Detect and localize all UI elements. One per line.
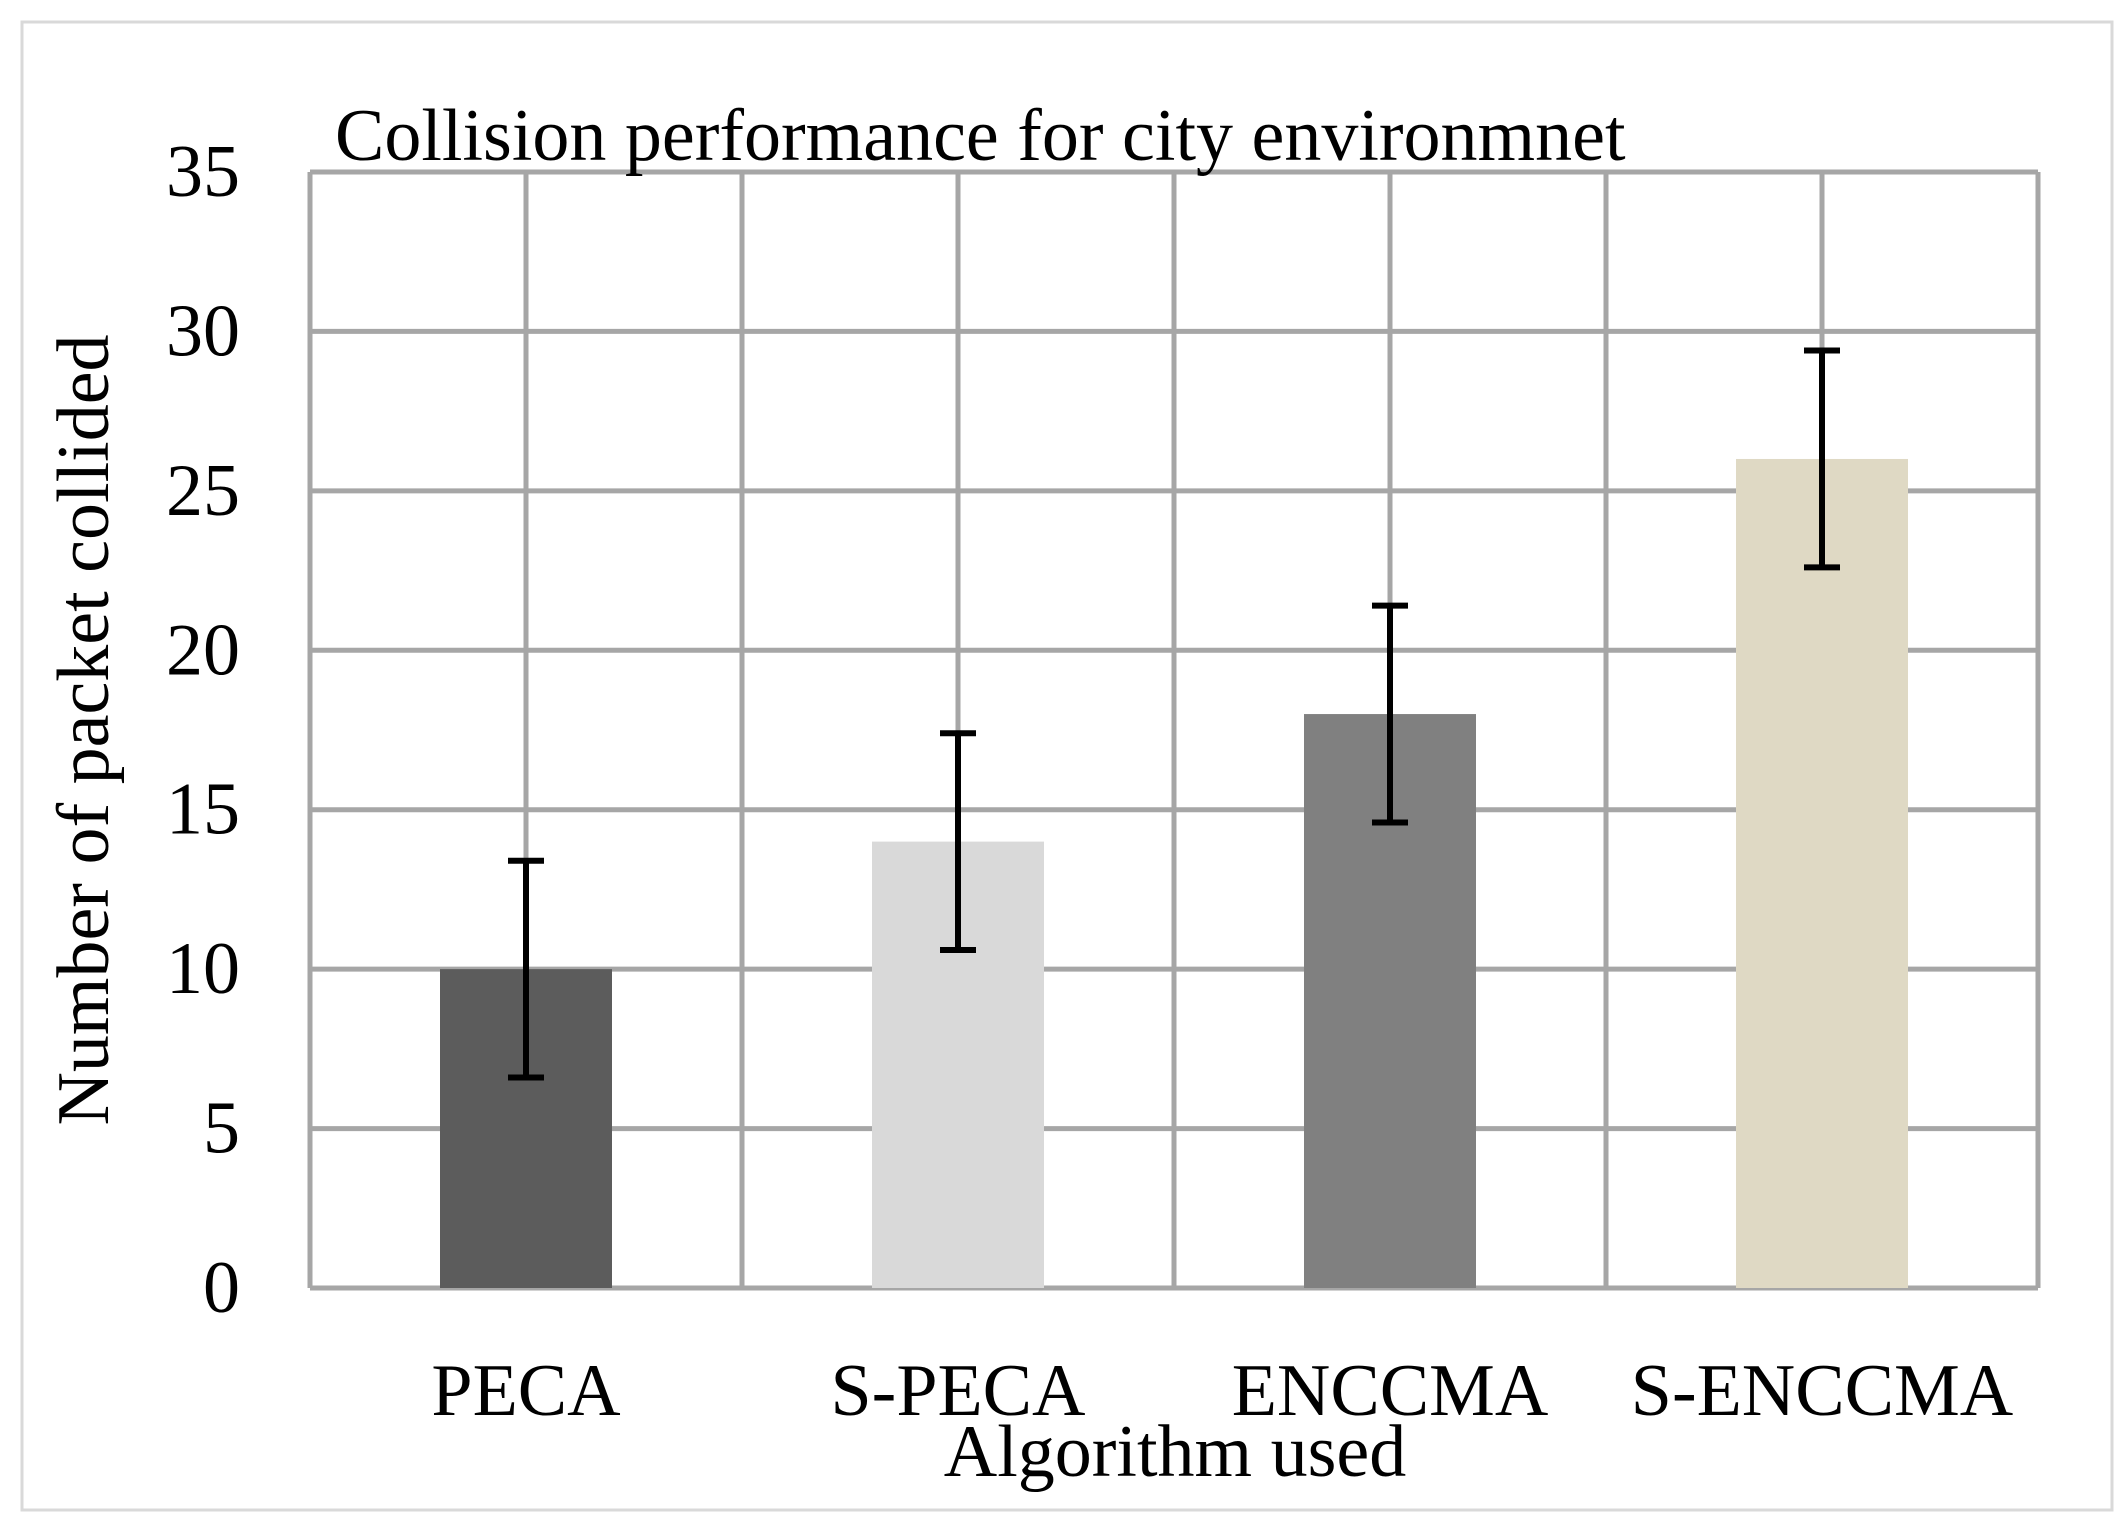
x-tick-label: ENCCMA [1232, 1350, 1549, 1432]
y-tick-label: 10 [166, 928, 240, 1010]
error-bar-s-enccma [1804, 347, 1840, 571]
error-bar-enccma [1372, 602, 1408, 826]
error-bar-s-peca [940, 730, 976, 954]
y-tick-label: 30 [166, 290, 240, 372]
x-tick-label: PECA [431, 1350, 620, 1432]
error-bar-peca [508, 857, 544, 1081]
x-tick-label: S-ENCCMA [1631, 1350, 2013, 1432]
chart-title: Collision performance for city environmn… [335, 95, 1626, 177]
y-tick-label: 0 [203, 1247, 240, 1329]
y-tick-label: 5 [203, 1088, 240, 1170]
y-tick-label: 35 [166, 131, 240, 213]
y-tick-label: 25 [166, 450, 240, 532]
x-tick-label: S-PECA [831, 1350, 1086, 1432]
bars [440, 458, 1908, 1288]
x-tick-labels: PECA S-PECA ENCCMA S-ENCCMA [431, 1350, 2013, 1432]
y-tick-labels: 0 5 10 15 20 25 30 35 [166, 131, 240, 1329]
y-tick-label: 20 [166, 609, 240, 691]
x-axis-label: Algorithm used [944, 1411, 1406, 1493]
y-axis-label: Number of packet collided [43, 334, 125, 1125]
error-bars [508, 347, 1840, 1081]
bar-s-enccma [1736, 458, 1908, 1288]
y-tick-label: 15 [166, 769, 240, 851]
